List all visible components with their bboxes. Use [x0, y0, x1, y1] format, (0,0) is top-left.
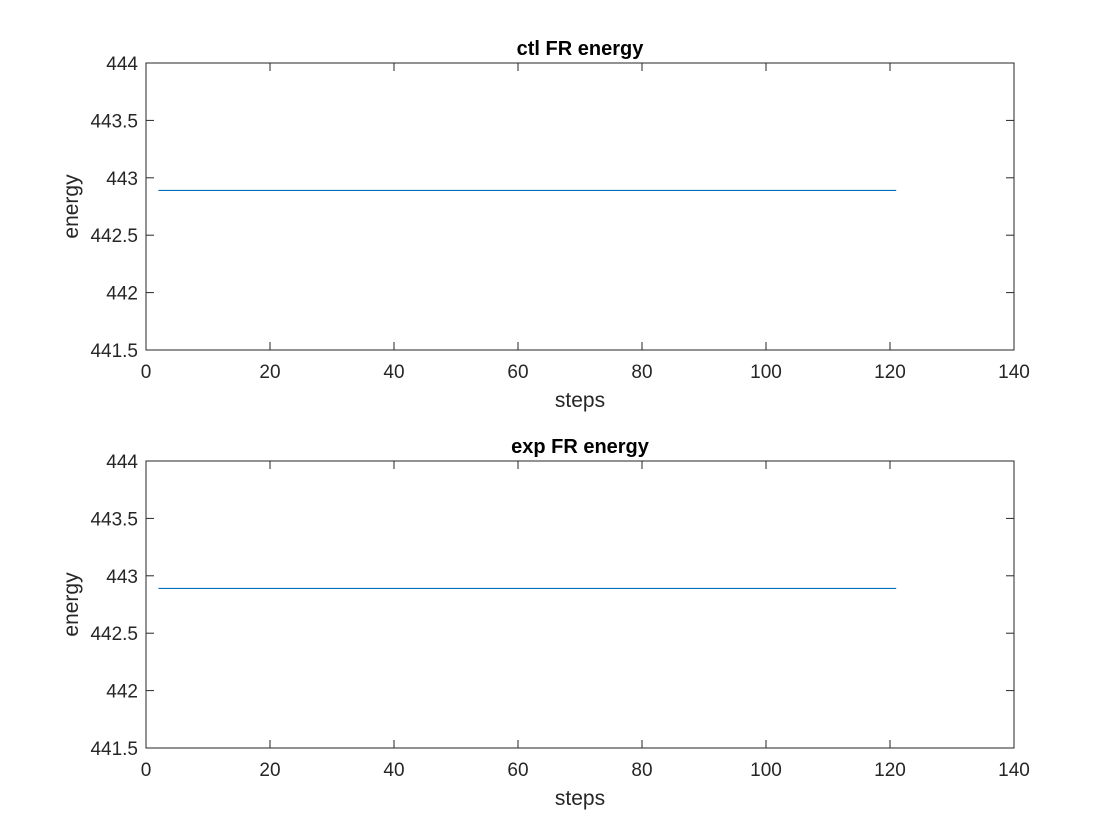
y-tick-label: 442.5: [90, 226, 138, 247]
x-tick-label: 60: [507, 760, 528, 781]
subplot-1: 0 20 40 60 80 100 120 140 441.5 442 442.5 443 443.5 4…: [60, 38, 1030, 412]
x-tick-label: 20: [259, 760, 280, 781]
x-tick-label: 40: [383, 760, 404, 781]
axes-box: [145, 460, 1015, 749]
chart-title: ctl FR energy: [517, 38, 645, 60]
x-axis-label: steps: [555, 787, 605, 810]
axes-box: [145, 62, 1015, 351]
y-axis-label: energy: [60, 174, 83, 239]
x-axis-label: steps: [555, 389, 605, 412]
x-tick-label: 0: [141, 362, 152, 383]
chart-title: exp FR energy: [511, 436, 650, 458]
y-tick-label: 443.5: [90, 509, 138, 530]
x-tick-label: 100: [750, 362, 782, 383]
y-tick-label: 444: [106, 452, 138, 473]
subplot-2: 0 20 40 60 80 100 120 140 441.5 442 442.5 443 443.5 4…: [60, 436, 1030, 810]
y-tick-label: 443: [106, 169, 138, 190]
x-tick-label: 80: [631, 362, 652, 383]
y-tick-label: 441.5: [90, 739, 138, 760]
x-tick-label: 120: [874, 760, 906, 781]
x-tick-label: 120: [874, 362, 906, 383]
x-tick-label: 80: [631, 760, 652, 781]
x-tick-label: 0: [141, 760, 152, 781]
y-tick-label: 443.5: [90, 111, 138, 132]
y-tick-label: 442: [106, 682, 138, 703]
x-tick-label: 140: [998, 362, 1030, 383]
y-tick-label: 444: [106, 54, 138, 75]
x-tick-label: 20: [259, 362, 280, 383]
x-tick-label: 140: [998, 760, 1030, 781]
x-tick-label: 100: [750, 760, 782, 781]
y-tick-label: 443: [106, 567, 138, 588]
y-tick-label: 441.5: [90, 341, 138, 362]
y-tick-label: 442.5: [90, 624, 138, 645]
x-tick-label: 40: [383, 362, 404, 383]
y-axis-label: energy: [60, 572, 83, 637]
x-tick-label: 60: [507, 362, 528, 383]
y-tick-label: 442: [106, 284, 138, 305]
